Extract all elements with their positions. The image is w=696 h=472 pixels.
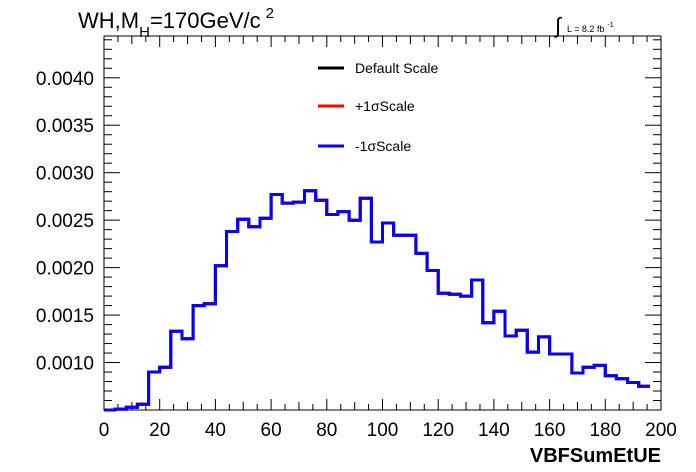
chart-title: WH,MH=170GeV/c 2	[78, 5, 274, 41]
y-tick-label: 0.0020	[36, 259, 94, 280]
legend-entry-minus-sigma: -1σScale	[318, 138, 411, 154]
x-tick-label: 140	[478, 420, 510, 441]
luminosity-label: L = 8.2 fb -1	[567, 22, 614, 34]
legend-label-plus-sigma: +1σScale	[355, 98, 415, 114]
x-tick-label: 20	[149, 420, 170, 441]
x-tick-label: 180	[589, 420, 621, 441]
y-axis-ticks: 0.0010 0.0015 0.0020 0.0025 0.0030 0.0035 0.00…	[36, 39, 661, 402]
series-layer	[104, 189, 650, 412]
legend-label-default-scale: Default Scale	[355, 60, 438, 76]
y-tick-label: 0.0035	[36, 116, 94, 137]
y-tick-label: 0.0030	[36, 164, 94, 185]
x-tick-label: 0	[99, 420, 110, 441]
series-line-0	[104, 189, 650, 412]
x-tick-label: 200	[645, 420, 677, 441]
x-tick-label: 160	[534, 420, 566, 441]
y-tick-label: 0.0010	[36, 354, 94, 375]
x-tick-label: 100	[367, 420, 399, 441]
series-line-1	[104, 189, 650, 412]
legend-entry-plus-sigma: +1σScale	[318, 98, 415, 114]
x-axis-label: VBFSumEtUE	[530, 445, 661, 467]
series-line-2	[104, 189, 650, 412]
luminosity-integral: ∫	[553, 13, 563, 38]
title-suffix: =170GeV/c	[150, 8, 261, 33]
x-tick-label: 40	[205, 420, 226, 441]
x-tick-label: 80	[316, 420, 337, 441]
y-tick-label: 0.0015	[36, 306, 94, 327]
title-prefix: WH,M	[78, 8, 139, 33]
x-tick-label: 60	[261, 420, 282, 441]
y-tick-label: 0.0040	[36, 69, 94, 90]
x-axis-ticks: 0 20 40 60 80 100 120 140 160 180 200	[99, 36, 677, 441]
y-tick-label: 0.0025	[36, 211, 94, 232]
x-tick-label: 120	[422, 420, 454, 441]
legend: Default Scale +1σScale -1σScale	[318, 60, 438, 154]
title-superscript: 2	[266, 5, 274, 22]
legend-label-minus-sigma: -1σScale	[355, 138, 411, 154]
legend-entry-default-scale: Default Scale	[318, 60, 438, 76]
luminosity-text: L = 8.2 fb	[567, 24, 604, 34]
title-subscript: H	[139, 24, 150, 41]
luminosity-superscript: -1	[607, 22, 613, 29]
